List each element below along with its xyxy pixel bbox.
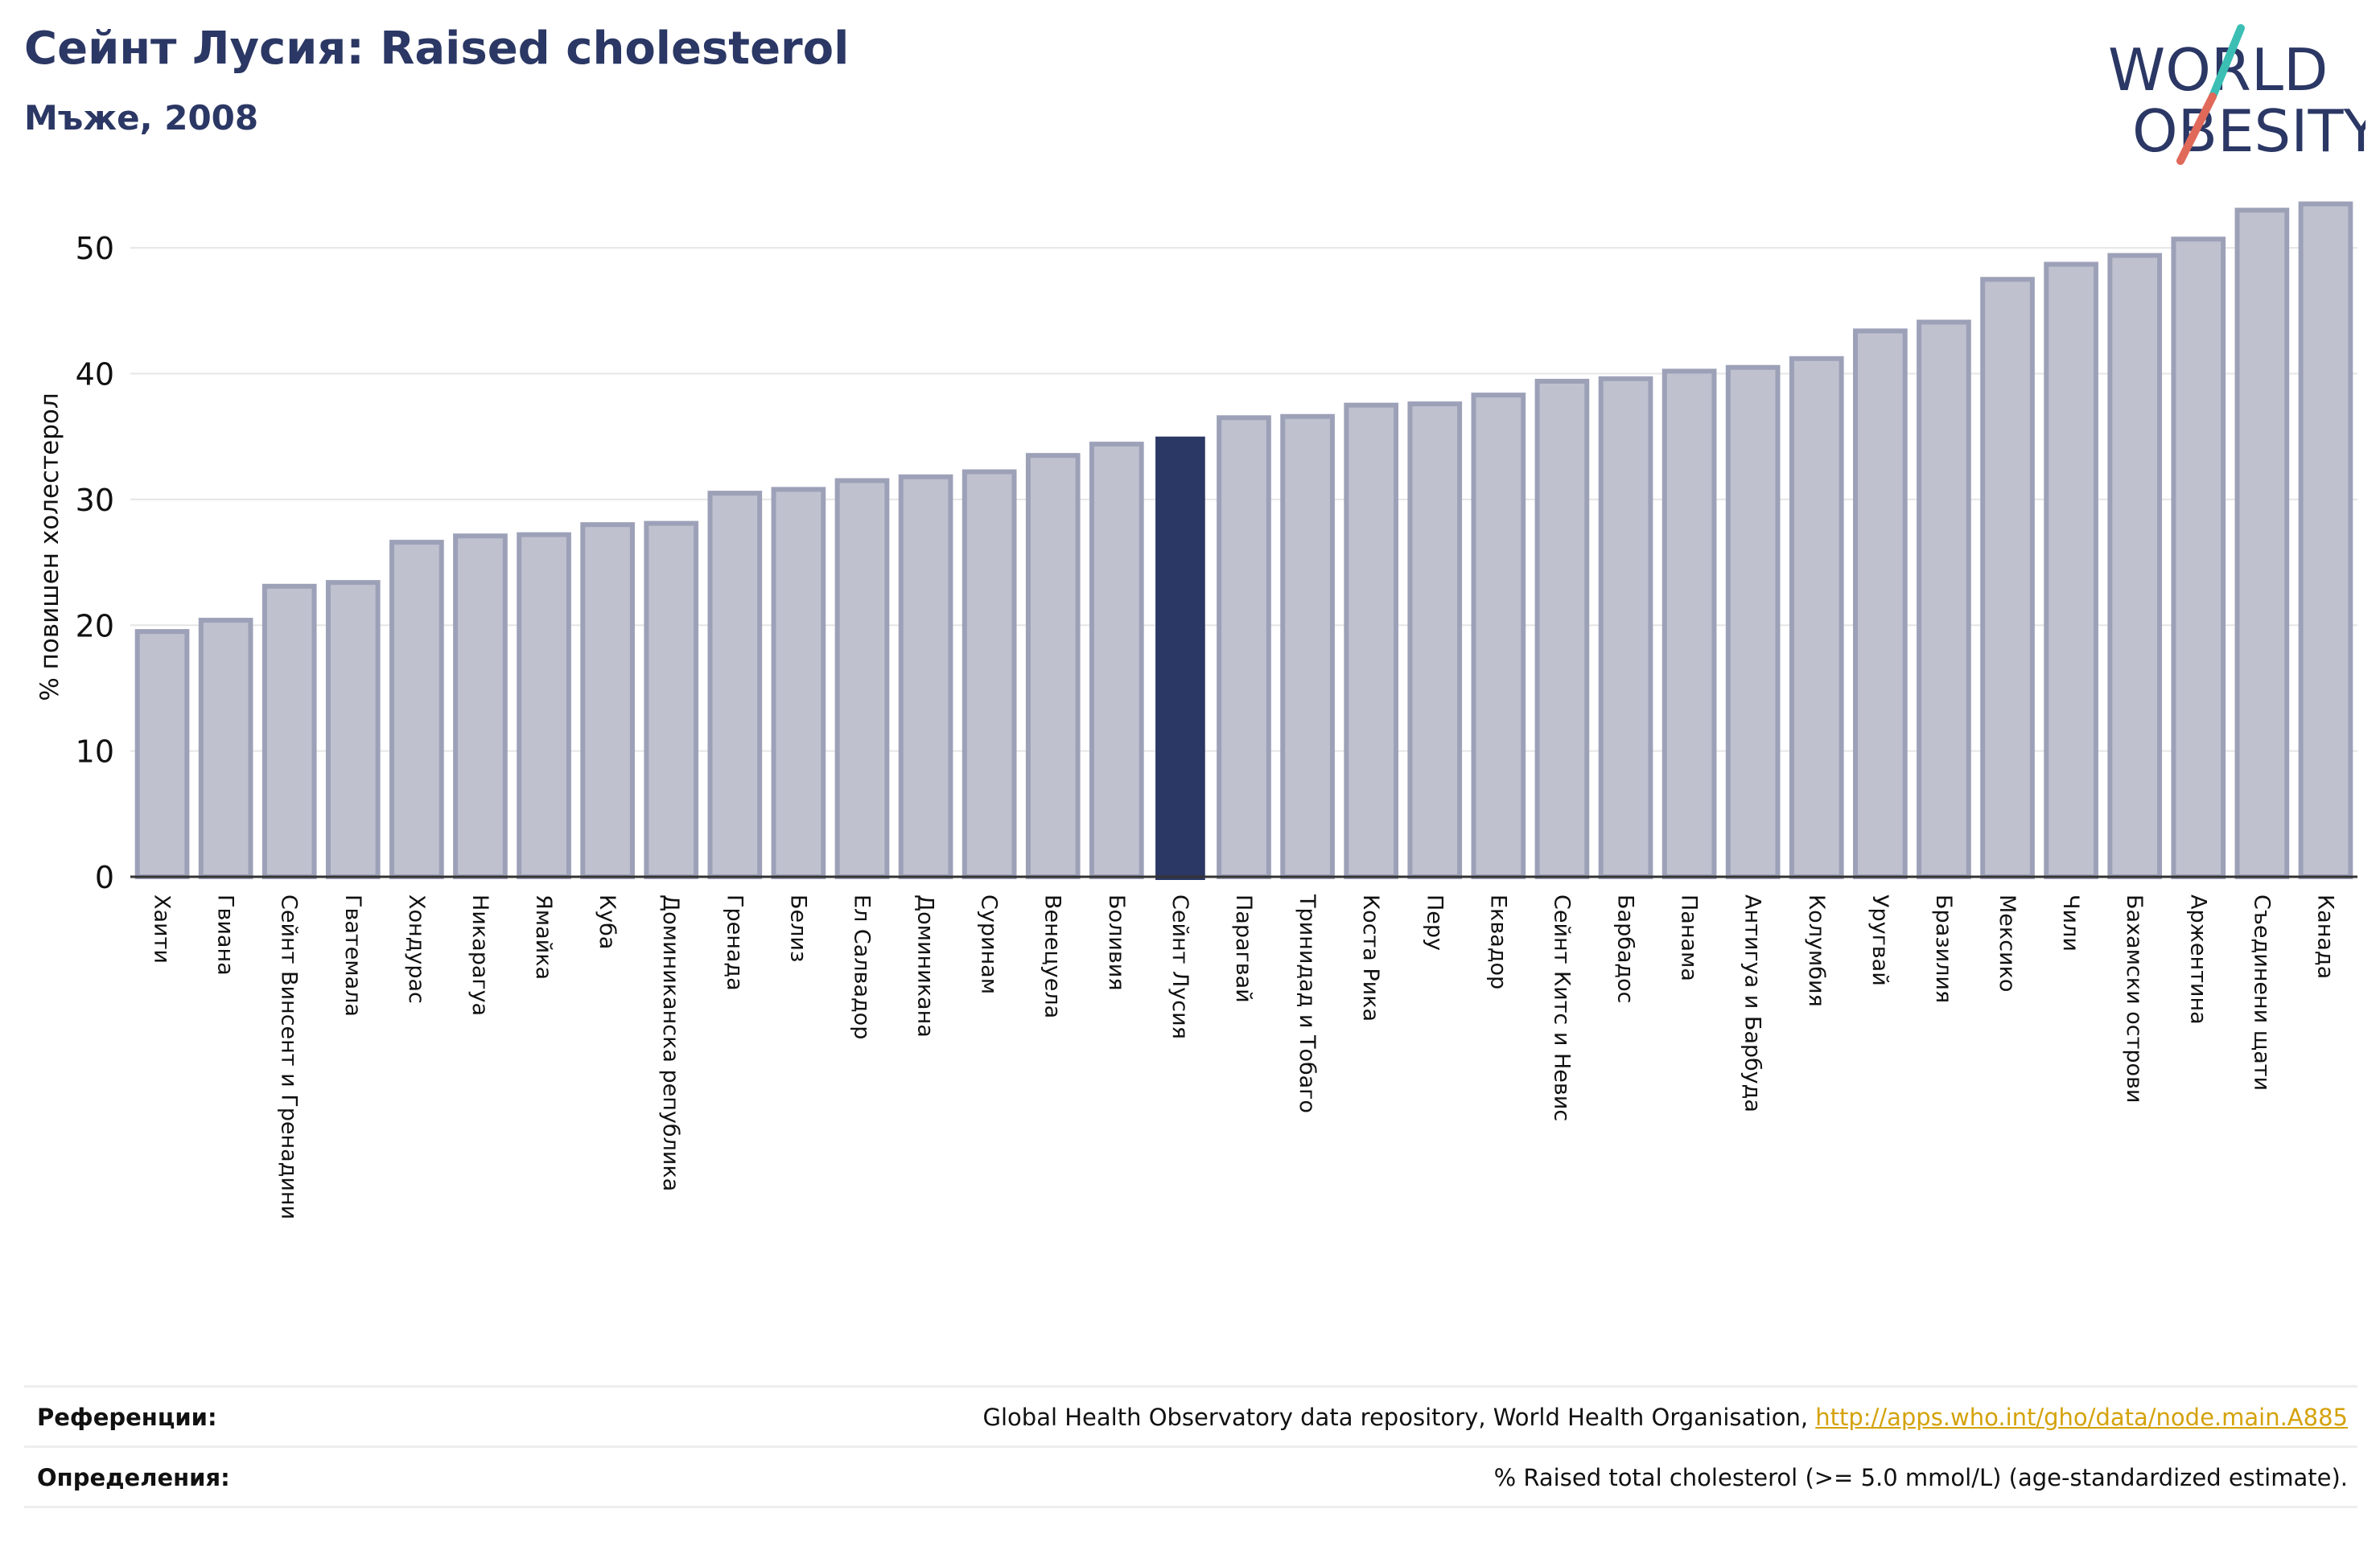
x-tick-label: Чили: [2058, 894, 2083, 952]
y-tick-label: 30: [76, 483, 114, 518]
logo-slash-red: [2176, 93, 2217, 165]
bar: [2234, 208, 2290, 880]
world-obesity-logo: WORLD OBESITY: [2108, 24, 2366, 165]
y-axis-label: % повишен холестерол: [35, 393, 64, 701]
bar: [1917, 319, 1971, 880]
bar: [1598, 376, 1653, 879]
bar-chart: 0 10 20 30 40 50 % повишен холестерол Хаити Гвиа…: [35, 201, 2357, 1219]
definitions-row: Определения: % Raised total cholesterol …: [24, 1445, 2357, 1508]
bar: [834, 478, 890, 879]
y-tick-label: 40: [76, 357, 114, 393]
definitions-label: Определения:: [37, 1464, 230, 1491]
x-tick-label: Сейнт Винсент и Гренадини: [277, 894, 302, 1219]
x-tick-label: Аржентина: [2185, 894, 2210, 1025]
bar: [2298, 201, 2353, 880]
x-tick-label: Бахамски острови: [2122, 894, 2147, 1103]
bar: [898, 474, 953, 879]
bar: [1344, 402, 1399, 879]
bar: [198, 618, 253, 879]
bar: [325, 580, 381, 879]
x-tick-label: Съединени щати: [2249, 894, 2274, 1091]
bar: [1789, 356, 1844, 880]
x-tick-label: Гватемала: [340, 894, 365, 1017]
bar: [1980, 277, 2035, 880]
x-tick-label: Венецуела: [1040, 894, 1065, 1018]
x-tick-label: Антигуа и Барбуда: [1740, 894, 1765, 1112]
bar: [644, 520, 699, 879]
references-source: Global Health Observatory data repositor…: [982, 1404, 1816, 1431]
bar: [1725, 364, 1781, 879]
x-tick-label: Гренада: [722, 894, 747, 991]
x-tick-label: Колумбия: [1804, 894, 1829, 1007]
x-tick-label: Еквадор: [1485, 894, 1510, 989]
references-text: Global Health Observatory data repositor…: [983, 1404, 2348, 1431]
x-tick-label: Доминикана: [913, 894, 938, 1038]
bar: [580, 522, 635, 879]
y-tick-label: 50: [76, 231, 114, 266]
x-tick-label: Сейнт Китс и Невис: [1549, 894, 1574, 1121]
bar: [261, 583, 317, 879]
x-tick-label: Барбадос: [1613, 894, 1638, 1003]
x-tick-label: Доминиканска република: [658, 894, 683, 1191]
x-tick-label: Уругвай: [1867, 894, 1892, 986]
bar: [1280, 413, 1335, 879]
references-link[interactable]: http://apps.who.int/gho/data/node.main.A…: [1815, 1404, 2348, 1431]
x-tick-label: Сейнт Лусия: [1167, 894, 1192, 1039]
x-tick-label: Ел Салвадор: [849, 894, 874, 1039]
x-tick-label: Коста Рика: [1358, 894, 1383, 1022]
bar: [1025, 453, 1081, 879]
bar: [517, 532, 571, 879]
references-label: Референции:: [37, 1404, 217, 1431]
x-tick-label: Никарагуа: [467, 894, 492, 1016]
definitions-text: % Raised total cholesterol (>= 5.0 mmol/…: [1493, 1464, 2348, 1491]
bar: [771, 487, 826, 880]
x-tick-label: Ямайка: [531, 894, 556, 980]
x-tick-label: Боливия: [1104, 894, 1129, 991]
x-tick-label: Канада: [2312, 894, 2337, 979]
x-tick-label: Парагвай: [1231, 894, 1256, 1003]
bar: [134, 629, 190, 879]
x-tick-label: Суринам: [977, 894, 1002, 994]
y-tick-label: 0: [95, 860, 114, 895]
bar-highlight: [1155, 436, 1205, 880]
x-tick-label: Тринидад и Тобаго: [1295, 894, 1320, 1113]
y-tick-label: 10: [76, 734, 114, 770]
logo-line-2: OBESITY: [2132, 97, 2366, 165]
footer-references: Референции: Global Health Observatory da…: [24, 1385, 2357, 1508]
bar: [1217, 415, 1271, 879]
bar: [961, 469, 1017, 879]
bar: [2107, 253, 2163, 879]
bar: [1407, 401, 1463, 879]
x-tick-label: Гвиана: [213, 894, 238, 976]
bar: [1853, 328, 1908, 879]
x-tick-label: Мексико: [1995, 894, 2020, 992]
chart-title: Сейнт Лусия: Raised cholesterol: [24, 23, 850, 75]
bar: [1534, 378, 1590, 880]
chart-subtitle: Мъже, 2008: [24, 98, 259, 138]
x-tick-label: Хондурас: [404, 894, 429, 1004]
y-tick-label: 20: [76, 608, 114, 644]
x-tick-label: Хаити: [150, 894, 175, 964]
x-tick-label: Белиз: [785, 894, 810, 962]
x-tick-label: Панама: [1677, 894, 1702, 981]
bar: [389, 540, 444, 880]
bar: [2171, 236, 2226, 879]
bar: [707, 491, 763, 879]
logo-slash-teal: [2209, 24, 2245, 101]
x-tick-label: Бразилия: [1931, 894, 1956, 1003]
x-tick-label: Куба: [595, 894, 620, 949]
bar: [2044, 261, 2098, 879]
bar: [1471, 393, 1526, 879]
x-tick-label: Перу: [1422, 894, 1447, 951]
references-row: Референции: Global Health Observatory da…: [24, 1385, 2357, 1445]
bar: [1661, 368, 1717, 880]
bar: [453, 533, 508, 879]
bar: [1089, 442, 1144, 879]
